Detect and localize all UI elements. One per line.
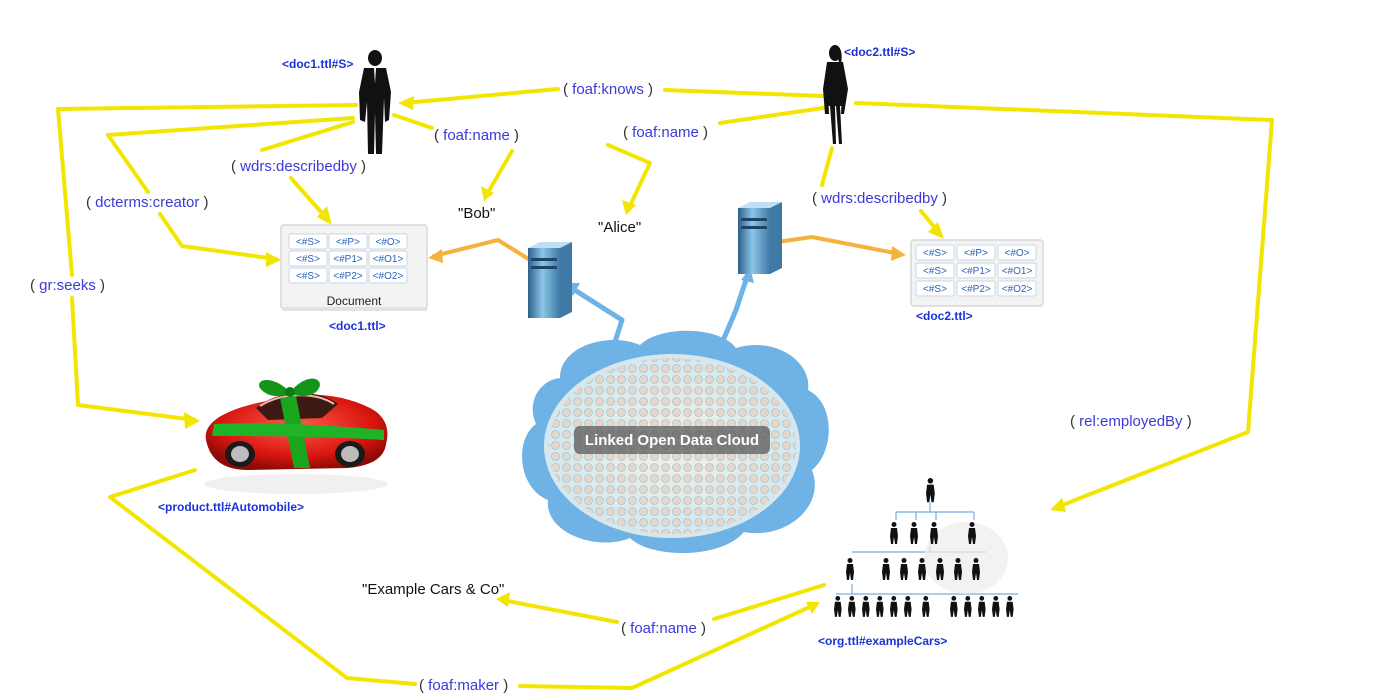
triple-cell-box	[997, 262, 1037, 279]
triple-cell-box	[328, 233, 368, 250]
triple-cell: <#P1>	[961, 266, 991, 277]
predicate-foaf-name-alice: ( foaf:name )	[623, 124, 708, 141]
doc2-uri: <doc2.ttl>	[916, 309, 973, 323]
triple-cell-box	[997, 280, 1037, 297]
person-silhouette-icon	[926, 478, 935, 503]
predicate-foaf-name-bob: ( foaf:name )	[434, 127, 519, 144]
person-silhouette-icon	[968, 522, 976, 544]
triple-cell: <#O2>	[373, 271, 404, 282]
doc1-document: <#S> <#P> <#O> <#S> <#P1> <#O1> <#S> <#P2> <#O2>…	[280, 224, 428, 311]
predicate-dcterms-creator: ( dcterms:creator )	[86, 194, 209, 211]
person-silhouette-icon	[950, 596, 958, 617]
triple-cell: <#S>	[296, 254, 320, 265]
server-left-icon	[528, 242, 572, 318]
triple-cell-box	[288, 250, 328, 267]
person-silhouette-icon	[890, 522, 898, 544]
predicate-gr-seeks: ( gr:seeks )	[30, 277, 105, 294]
doc1-triple-table: <#S> <#P> <#O> <#S> <#P1> <#O1> <#S> <#P2> <#O2>	[288, 233, 408, 284]
triple-cell-box	[915, 244, 955, 261]
doc2-subject-uri: <doc2.ttl#S>	[844, 45, 915, 59]
person-silhouette-icon	[954, 558, 962, 580]
person-silhouette-icon	[918, 558, 926, 580]
triple-cell: <#O>	[1004, 248, 1029, 259]
doc2-triple-table: <#S> <#P> <#O> <#S> <#P1> <#O1> <#S> <#P2> <#O2>	[915, 244, 1037, 297]
triple-cell: <#O2>	[1002, 284, 1033, 295]
person-silhouette-icon	[978, 596, 986, 617]
person-silhouette-icon	[1006, 596, 1014, 617]
person-silhouette-icon	[904, 596, 912, 617]
triple-cell-box	[328, 267, 368, 284]
cloud-label: Linked Open Data Cloud	[585, 432, 759, 449]
linked-open-data-cloud-icon: Linked Open Data Cloud	[522, 330, 829, 554]
triple-cell-box	[328, 250, 368, 267]
triple-cell-box	[915, 262, 955, 279]
triple-cell: <#S>	[296, 271, 320, 282]
woman-silhouette-icon	[823, 45, 848, 144]
document-label: Document	[327, 294, 382, 308]
person-silhouette-icon	[890, 596, 898, 617]
triple-cell: <#S>	[923, 284, 947, 295]
triple-cell: <#S>	[296, 237, 320, 248]
doc2-document: <#S> <#P> <#O> <#S> <#P1> <#O1> <#S> <#P2> <#O2>	[910, 239, 1044, 307]
links	[56, 87, 1274, 690]
triple-cell-box	[997, 244, 1037, 261]
org-chart-icon	[834, 478, 1018, 617]
triple-cell: <#S>	[923, 248, 947, 259]
triple-cell: <#P1>	[333, 254, 363, 265]
person-silhouette-icon	[930, 522, 938, 544]
literal-bob: "Bob"	[458, 205, 495, 222]
person-silhouette-icon	[992, 596, 1000, 617]
person-silhouette-icon	[936, 558, 944, 580]
triple-cell-box	[915, 280, 955, 297]
triple-cell: <#O1>	[1002, 266, 1033, 277]
person-silhouette-icon	[882, 558, 890, 580]
triple-cell: <#P2>	[333, 271, 363, 282]
cloud-links	[564, 268, 754, 348]
triple-cell: <#O>	[375, 237, 400, 248]
triple-cell-box	[368, 250, 408, 267]
triple-cell-box	[368, 267, 408, 284]
triple-cell: <#P>	[964, 248, 988, 259]
predicate-wdrs-describedby-doc2: ( wdrs:describedby )	[812, 190, 947, 207]
triple-cell-box	[956, 262, 996, 279]
server-right-icon	[738, 202, 782, 274]
triple-cell: <#S>	[923, 266, 947, 277]
server-links	[428, 235, 906, 265]
person-silhouette-icon	[846, 558, 854, 580]
person-silhouette-icon	[964, 596, 972, 617]
triple-cell-box	[956, 244, 996, 261]
triple-cell-box	[288, 233, 328, 250]
triple-cell-box	[368, 233, 408, 250]
person-silhouette-icon	[922, 596, 930, 617]
predicate-rel-employedby: ( rel:employedBy )	[1070, 413, 1192, 430]
doc1-uri: <doc1.ttl>	[329, 319, 386, 333]
predicate-foaf-knows: ( foaf:knows )	[563, 81, 653, 98]
product-uri: <product.ttl#Automobile>	[158, 500, 304, 514]
person-silhouette-icon	[910, 522, 918, 544]
man-silhouette-icon	[359, 50, 391, 154]
triple-cell-box	[956, 280, 996, 297]
triple-cell-box	[288, 267, 328, 284]
predicate-wdrs-describedby-doc1: ( wdrs:describedby )	[231, 158, 366, 175]
doc1-subject-uri: <doc1.ttl#S>	[282, 57, 353, 71]
person-silhouette-icon	[834, 596, 842, 617]
triple-cell: <#P>	[336, 237, 360, 248]
person-silhouette-icon	[876, 596, 884, 617]
person-silhouette-icon	[862, 596, 870, 617]
predicate-foaf-maker: ( foaf:maker )	[419, 677, 508, 694]
literal-example-cars: "Example Cars & Co"	[362, 581, 504, 598]
triple-cell: <#O1>	[373, 254, 404, 265]
red-car-with-bow-icon	[204, 378, 388, 494]
literal-alice: "Alice"	[598, 219, 641, 236]
person-silhouette-icon	[848, 596, 856, 617]
triple-cell: <#P2>	[961, 284, 991, 295]
org-uri: <org.ttl#exampleCars>	[818, 634, 947, 648]
person-silhouette-icon	[900, 558, 908, 580]
person-silhouette-icon	[972, 558, 980, 580]
predicate-foaf-name-org: ( foaf:name )	[621, 620, 706, 637]
